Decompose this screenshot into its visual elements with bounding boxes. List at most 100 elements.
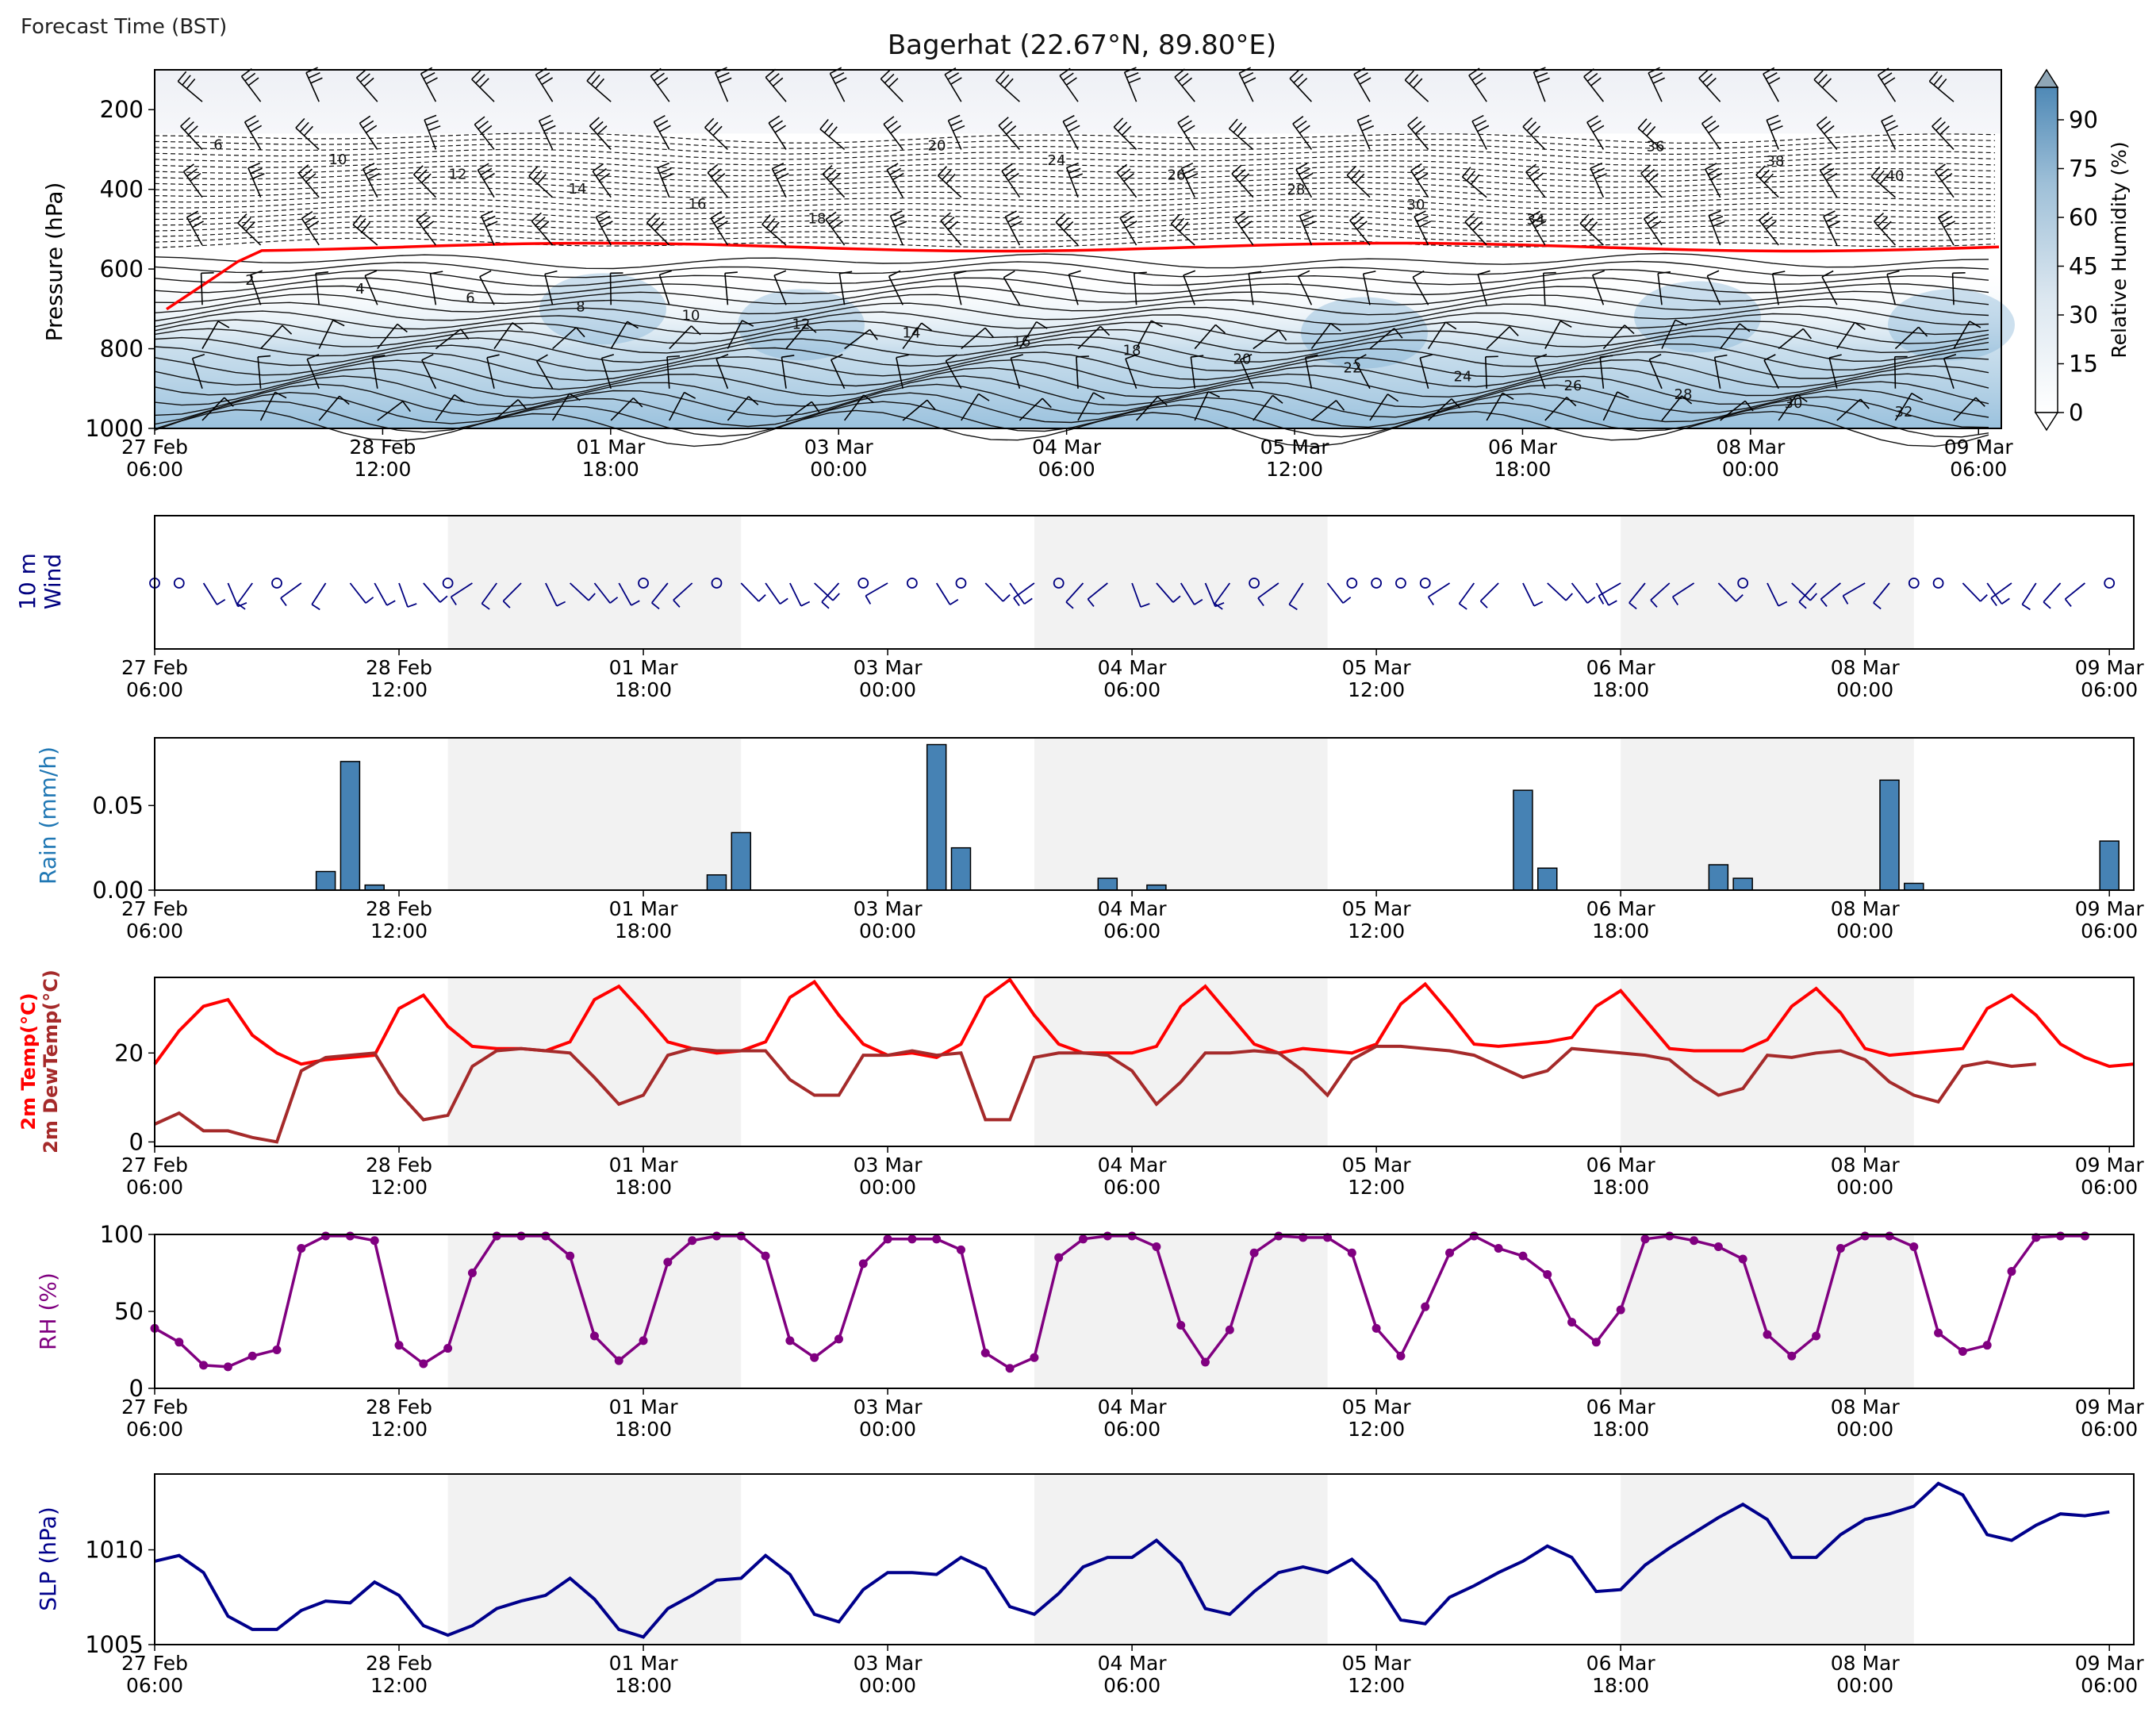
- wind-barb-flag: [1355, 173, 1365, 184]
- wind-barb-flag: [1969, 321, 1981, 328]
- wind-barb-flag: [832, 71, 845, 79]
- wind-barb-flag: [416, 211, 428, 221]
- wind-barb-flag: [1821, 270, 1834, 278]
- wind-barb: [311, 582, 327, 605]
- wind-barb-flag: [1533, 601, 1544, 607]
- wind-barb-flag: [716, 221, 728, 228]
- wind-barb-flag: [661, 173, 674, 179]
- x-tick-label: 06:00: [1103, 1176, 1160, 1199]
- x-tick-label: 06:00: [2081, 1418, 2138, 1441]
- wind-barb-flag: [1292, 116, 1304, 125]
- wind-barb-flag: [1414, 210, 1426, 217]
- wind-barb-flag: [717, 71, 730, 79]
- wind-barb-flag: [1933, 75, 1943, 86]
- wind-barb-flag: [352, 214, 363, 225]
- colorbar-tick-label: 75: [2069, 155, 2098, 182]
- wind-barb: [1934, 171, 1955, 198]
- wind-barb-flag: [1675, 319, 1687, 326]
- rh-point: [566, 1251, 575, 1261]
- wind-barb-flag: [1707, 270, 1720, 277]
- wind-barb-flag: [428, 125, 441, 132]
- rh-point: [883, 1234, 892, 1244]
- wind-barb: [1672, 582, 1695, 598]
- wind-barb: [359, 122, 378, 150]
- contour-label: 18: [808, 210, 827, 227]
- x-tick-label: 12:00: [370, 678, 428, 701]
- wind-barb-flag: [460, 328, 470, 340]
- night-shade: [1621, 977, 1914, 1146]
- wind-barb: [838, 273, 846, 305]
- x-tick-label: 04 Mar: [1032, 436, 1102, 459]
- y-tick-label: 1010: [85, 1537, 144, 1564]
- wind-barb: [260, 324, 283, 350]
- wind-barb-flag: [1420, 354, 1433, 359]
- wind-barb-flag: [1763, 354, 1776, 361]
- wind-barb-flag: [1249, 271, 1262, 274]
- wind-barb-flag: [1586, 72, 1598, 82]
- rh-point: [688, 1236, 697, 1246]
- wind-barb: [481, 582, 497, 605]
- contour-label: 20: [1233, 351, 1252, 368]
- wind-barb: [610, 321, 628, 349]
- wind-barb-flag: [1233, 122, 1243, 133]
- wind-barb-flag: [1735, 594, 1744, 602]
- x-tick-label: 06 Mar: [1586, 897, 1656, 920]
- negative-isotherm: [154, 193, 1996, 205]
- wind-barb-flag: [1479, 600, 1488, 608]
- x-tick-label: 09 Mar: [2075, 1652, 2145, 1675]
- wind-barb: [1369, 393, 1389, 421]
- wind-barb: [1013, 582, 1035, 599]
- wind-barb: [710, 217, 729, 246]
- wind-barb-flag: [1183, 125, 1195, 133]
- wind-barb-flag: [1013, 597, 1020, 607]
- wind-barb-flag: [274, 391, 287, 399]
- wind-barb-flag: [659, 270, 672, 276]
- wind-barb: [1894, 393, 1912, 421]
- wind-barb-flag: [1708, 210, 1721, 217]
- wind-barb-flag: [1650, 599, 1658, 608]
- wind-barb-flag: [781, 355, 795, 358]
- wind-barb: [765, 582, 781, 605]
- wind-barb-flag: [712, 125, 723, 136]
- rh-point: [1005, 1364, 1015, 1373]
- wind-barb-flag: [367, 172, 380, 180]
- x-tick-label: 28 Feb: [366, 1652, 432, 1675]
- wind-barb: [1362, 274, 1371, 305]
- wind-barb-flag: [1943, 221, 1955, 228]
- wind-barb-flag: [339, 395, 350, 405]
- wind-barb-flag: [575, 327, 585, 338]
- wind-barb: [586, 80, 612, 102]
- wind-barb-flag: [247, 162, 261, 169]
- rh-point: [1665, 1231, 1675, 1241]
- wind-barb-flag: [1637, 118, 1648, 129]
- x-tick-label: 00:00: [1836, 919, 1893, 942]
- positive-isotherm: [154, 336, 1989, 363]
- wind-barb: [1239, 359, 1254, 390]
- x-tick-label: 06:00: [1103, 919, 1160, 942]
- wind-barb-flag: [1413, 78, 1423, 89]
- wind-barb-flag: [1099, 325, 1111, 336]
- wind-barb: [1951, 273, 1955, 305]
- y-tick-label: 0: [129, 1375, 144, 1402]
- wind-barb-flag: [1278, 329, 1287, 341]
- wind-barb: [1771, 273, 1779, 305]
- wind-barb-flag: [1474, 120, 1487, 127]
- wind-barb-flag: [1329, 322, 1341, 332]
- wind-barb: [1485, 356, 1487, 389]
- wind-barb-flag: [356, 68, 367, 79]
- wind-barb-flag: [880, 69, 891, 79]
- wind-barb-flag: [1937, 78, 1947, 90]
- wind-barb-flag: [1240, 353, 1253, 360]
- y-axis-label: 2m DewTemp(°C): [40, 969, 62, 1154]
- x-tick-label: 08 Mar: [1831, 1154, 1901, 1177]
- positive-isotherm: [154, 391, 1989, 428]
- wind-barb-flag: [280, 597, 287, 607]
- wind-barb-flag: [673, 599, 681, 608]
- wind-barb: [257, 356, 262, 389]
- wind-barb-flag: [1471, 114, 1484, 122]
- wind-barb-flag: [183, 163, 194, 172]
- contour-label: 12: [792, 316, 811, 332]
- rh-point: [1934, 1328, 1943, 1338]
- wind-barb-flag: [483, 172, 495, 181]
